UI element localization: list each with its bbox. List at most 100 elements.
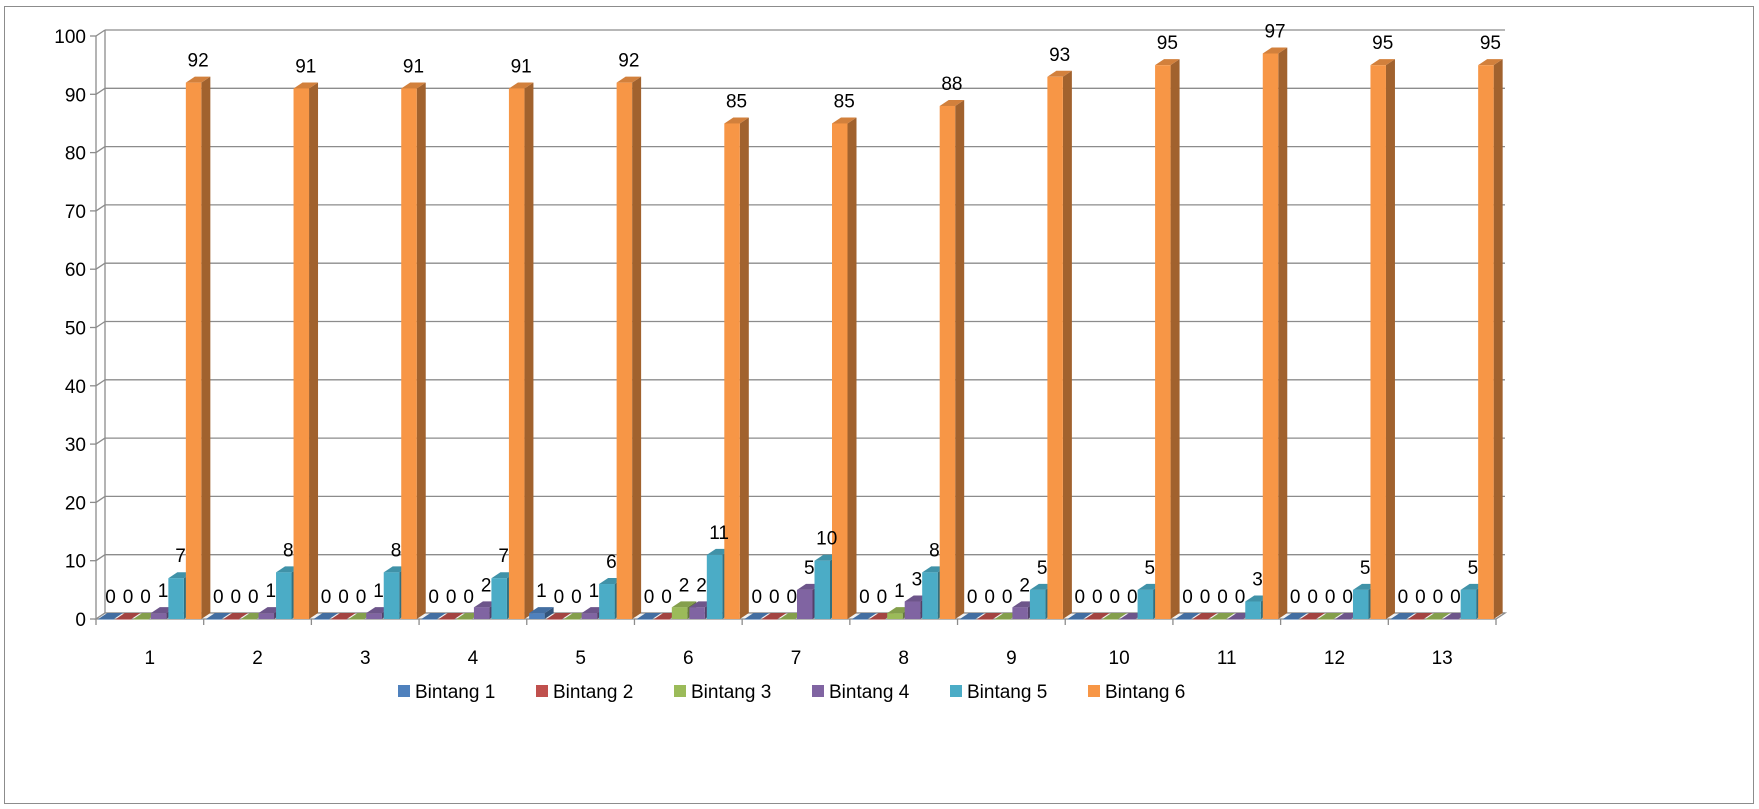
y-tick-label: 30 xyxy=(65,435,86,456)
gridline-depth xyxy=(95,29,106,37)
x-tick-label: 3 xyxy=(360,648,371,669)
bar-front xyxy=(529,613,545,619)
bar-top xyxy=(1282,613,1308,619)
legend-swatch xyxy=(1088,685,1100,697)
bar-bintang-1-cat-11 xyxy=(1175,613,1200,620)
bar-front xyxy=(168,578,184,619)
bar-front xyxy=(832,123,848,619)
x-tick-label: 2 xyxy=(252,648,263,669)
legend-swatch xyxy=(536,685,548,697)
bar-front xyxy=(922,572,938,619)
bar-front xyxy=(977,619,993,620)
data-label: 93 xyxy=(1049,45,1070,66)
bar-bintang-6-cat-6 xyxy=(724,117,749,619)
bar-front xyxy=(1425,619,1442,620)
bar-front xyxy=(994,619,1011,620)
bar-bintang-2-cat-2 xyxy=(223,613,249,620)
bar-top xyxy=(529,607,554,614)
data-label: 6 xyxy=(606,552,617,573)
gridline-depth xyxy=(95,87,106,95)
bar-side xyxy=(739,117,749,619)
data-label: 0 xyxy=(967,587,978,608)
bar-front xyxy=(508,88,525,620)
bar-front xyxy=(654,619,670,620)
bar-bintang-1-cat-13 xyxy=(1390,613,1416,620)
bar-front xyxy=(1370,65,1386,619)
x-tick-label: 13 xyxy=(1432,648,1453,669)
data-label: 0 xyxy=(1235,587,1246,608)
bar-side xyxy=(1062,70,1072,619)
y-tick-label: 100 xyxy=(54,27,86,48)
data-label: 0 xyxy=(1307,587,1318,608)
bar-side xyxy=(309,82,319,620)
bar-front xyxy=(1408,619,1424,620)
bar-front xyxy=(1029,589,1046,619)
data-label: 0 xyxy=(1398,587,1409,608)
bar-top xyxy=(762,613,787,619)
bar-top xyxy=(1478,59,1503,66)
data-label: 0 xyxy=(463,587,474,608)
bar-top xyxy=(1102,613,1128,619)
bar-bintang-2-cat-3 xyxy=(331,613,356,620)
y-tick-label: 50 xyxy=(65,319,86,340)
bar-bintang-6-cat-12 xyxy=(1370,59,1395,619)
bar-top xyxy=(1047,70,1072,77)
bar-front xyxy=(1282,619,1299,620)
bar-front xyxy=(887,613,903,619)
bar-front xyxy=(1175,619,1191,620)
bar-front xyxy=(1155,65,1171,619)
bar-bintang-6-cat-2 xyxy=(293,82,319,620)
bar-bintang-6-cat-9 xyxy=(1047,70,1072,619)
bar-front xyxy=(1460,589,1477,619)
data-label: 0 xyxy=(571,587,582,608)
y-tick-label: 0 xyxy=(75,610,86,631)
bar-front xyxy=(241,619,257,620)
bar-front xyxy=(706,554,723,619)
bar-front xyxy=(564,619,580,620)
bar-front xyxy=(276,572,292,619)
y-tick-label: 10 xyxy=(65,552,86,573)
x-tick-label: 9 xyxy=(1006,648,1017,669)
data-label: 8 xyxy=(929,540,940,561)
bar-front xyxy=(473,607,490,619)
bar-front xyxy=(491,578,507,619)
bar-front xyxy=(1390,619,1407,620)
bar-bintang-1-cat-5 xyxy=(529,607,554,619)
bar-top xyxy=(636,613,662,619)
bar-top xyxy=(1085,613,1110,619)
data-label: 0 xyxy=(751,587,762,608)
data-label: 0 xyxy=(1002,587,1013,608)
bar-side xyxy=(1385,59,1395,619)
data-label: 3 xyxy=(1252,570,1263,591)
legend-item: Bintang 1 xyxy=(398,682,495,703)
bar-top xyxy=(508,82,534,89)
data-label: 88 xyxy=(941,74,962,95)
gridline-depth xyxy=(95,146,106,154)
data-label: 7 xyxy=(175,546,186,567)
bar-bintang-1-cat-4 xyxy=(421,613,446,620)
data-label: 10 xyxy=(816,529,837,550)
gridline-depth xyxy=(95,379,106,387)
bar-bintang-2-cat-4 xyxy=(438,613,464,620)
bar-front xyxy=(1478,65,1494,619)
gridline-depth xyxy=(95,554,106,562)
bar-front xyxy=(1085,619,1101,620)
legend-label: Bintang 2 xyxy=(553,682,633,703)
data-label: 0 xyxy=(1200,587,1211,608)
bar-top xyxy=(1210,613,1235,619)
bar-top xyxy=(852,613,877,619)
bar-front xyxy=(616,82,633,619)
data-label: 0 xyxy=(1450,587,1461,608)
bar-bintang-2-cat-9 xyxy=(977,613,1002,620)
bar-front xyxy=(185,82,202,619)
bar-bintang-2-cat-7 xyxy=(762,613,787,620)
data-label: 5 xyxy=(1145,558,1156,579)
data-label: 7 xyxy=(498,546,509,567)
bar-bintang-1-cat-9 xyxy=(959,613,985,620)
data-label: 1 xyxy=(373,581,384,602)
bar-side xyxy=(201,76,211,619)
bar-bintang-2-cat-11 xyxy=(1192,613,1218,620)
legend-swatch xyxy=(812,685,824,697)
data-label: 1 xyxy=(265,581,276,602)
